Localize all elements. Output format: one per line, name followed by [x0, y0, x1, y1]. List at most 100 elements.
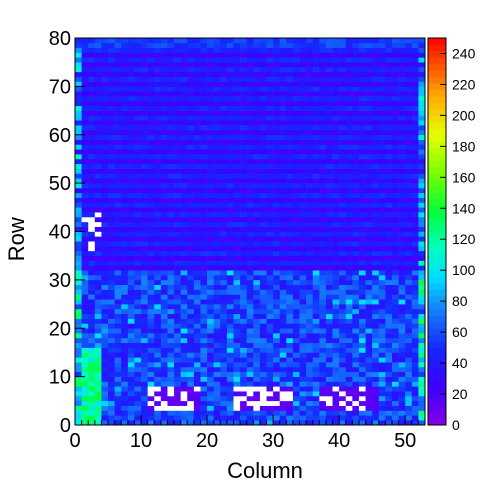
heatmap-cell — [108, 250, 115, 256]
heatmap-cell — [319, 381, 327, 387]
heatmap-cell — [127, 395, 135, 402]
heatmap-cell — [207, 318, 214, 324]
heatmap-cell — [253, 342, 261, 348]
heatmap-cell — [286, 260, 294, 266]
heatmap-cell — [312, 337, 320, 344]
heatmap-cell — [266, 357, 274, 363]
heatmap-cell — [292, 134, 300, 140]
heatmap-cell — [378, 110, 386, 116]
heatmap-cell — [299, 231, 307, 237]
heatmap-cell — [259, 357, 267, 363]
heatmap-cell — [332, 125, 340, 131]
heatmap-cell — [339, 231, 347, 237]
heatmap-cell — [134, 86, 142, 92]
heatmap-cell — [325, 362, 333, 368]
heatmap-cell — [220, 221, 228, 227]
heatmap-cell — [292, 110, 300, 116]
heatmap-cell — [220, 400, 228, 406]
heatmap-cell — [279, 71, 287, 77]
heatmap-cell — [378, 255, 386, 261]
heatmap-cell — [246, 376, 254, 382]
heatmap-cell — [114, 405, 122, 411]
heatmap-cell — [299, 246, 307, 252]
heatmap-cell — [246, 342, 254, 348]
heatmap-cell — [127, 400, 135, 406]
heatmap-cell — [306, 71, 314, 77]
heatmap-cell — [299, 362, 307, 368]
heatmap-cell — [306, 391, 314, 397]
heatmap-cell — [418, 81, 426, 87]
heatmap-cell — [279, 38, 287, 44]
heatmap-cell — [200, 255, 208, 261]
heatmap-cell — [273, 337, 281, 344]
heatmap-cell — [174, 265, 181, 271]
heatmap-cell — [180, 120, 188, 126]
heatmap-cell — [193, 216, 201, 223]
heatmap-cell — [365, 115, 373, 121]
heatmap-cell — [358, 144, 366, 150]
heatmap-cell — [147, 178, 155, 184]
heatmap-cell — [240, 304, 247, 310]
heatmap-cell — [88, 333, 96, 339]
heatmap-cell — [200, 183, 208, 189]
heatmap-cell — [240, 275, 247, 281]
heatmap-cell — [266, 362, 274, 368]
heatmap-cell — [358, 115, 366, 121]
heatmap-cell — [75, 236, 82, 242]
heatmap-cell — [266, 207, 274, 213]
heatmap-cell — [411, 139, 419, 145]
heatmap-cell — [154, 212, 162, 218]
heatmap-cell — [134, 376, 142, 382]
heatmap-cell — [378, 241, 386, 247]
heatmap-cell — [411, 366, 419, 373]
heatmap-cell — [325, 207, 333, 213]
heatmap-cell — [233, 144, 241, 150]
heatmap-cell — [94, 371, 102, 377]
heatmap-cell — [213, 289, 221, 295]
heatmap-cell — [306, 357, 314, 363]
heatmap-cell — [292, 125, 300, 131]
heatmap-cell — [141, 391, 148, 397]
heatmap-cell — [207, 110, 214, 116]
heatmap-cell — [378, 71, 386, 77]
heatmap-cell — [200, 270, 208, 276]
heatmap-cell — [266, 294, 274, 300]
heatmap-cell — [372, 202, 380, 208]
heatmap-cell — [233, 202, 241, 208]
heatmap-cell — [108, 42, 115, 48]
heatmap-cell — [134, 38, 142, 44]
heatmap-cell — [345, 376, 353, 382]
heatmap-cell — [299, 187, 307, 194]
heatmap-cell — [253, 250, 261, 256]
heatmap-cell — [240, 289, 247, 295]
heatmap-cell — [378, 362, 386, 368]
heatmap-cell — [127, 115, 135, 121]
heatmap-cell — [358, 71, 366, 77]
heatmap-cell — [127, 197, 135, 203]
heatmap-cell — [299, 163, 307, 169]
heatmap-cell — [193, 304, 201, 310]
heatmap-cell — [378, 207, 386, 213]
heatmap-cell — [220, 125, 228, 131]
heatmap-cell — [319, 47, 327, 53]
heatmap-cell — [174, 304, 181, 310]
heatmap-cell — [174, 260, 181, 266]
heatmap-cell — [200, 357, 208, 363]
heatmap-cell — [279, 347, 287, 353]
heatmap-cell — [167, 265, 175, 271]
heatmap-cell — [193, 386, 201, 392]
heatmap-cell — [121, 149, 129, 155]
heatmap-cell — [352, 187, 360, 194]
heatmap-cell — [418, 420, 426, 426]
heatmap-cell — [306, 347, 314, 353]
heatmap-cell — [167, 100, 175, 107]
heatmap-cell — [75, 366, 82, 373]
heatmap-cell — [391, 57, 399, 63]
heatmap-cell — [246, 154, 254, 160]
heatmap-cell — [240, 173, 247, 179]
heatmap-cell — [240, 76, 247, 82]
heatmap-cell — [259, 395, 267, 402]
heatmap-cell — [226, 352, 234, 358]
heatmap-cell — [147, 236, 155, 242]
heatmap-cell — [240, 187, 247, 194]
